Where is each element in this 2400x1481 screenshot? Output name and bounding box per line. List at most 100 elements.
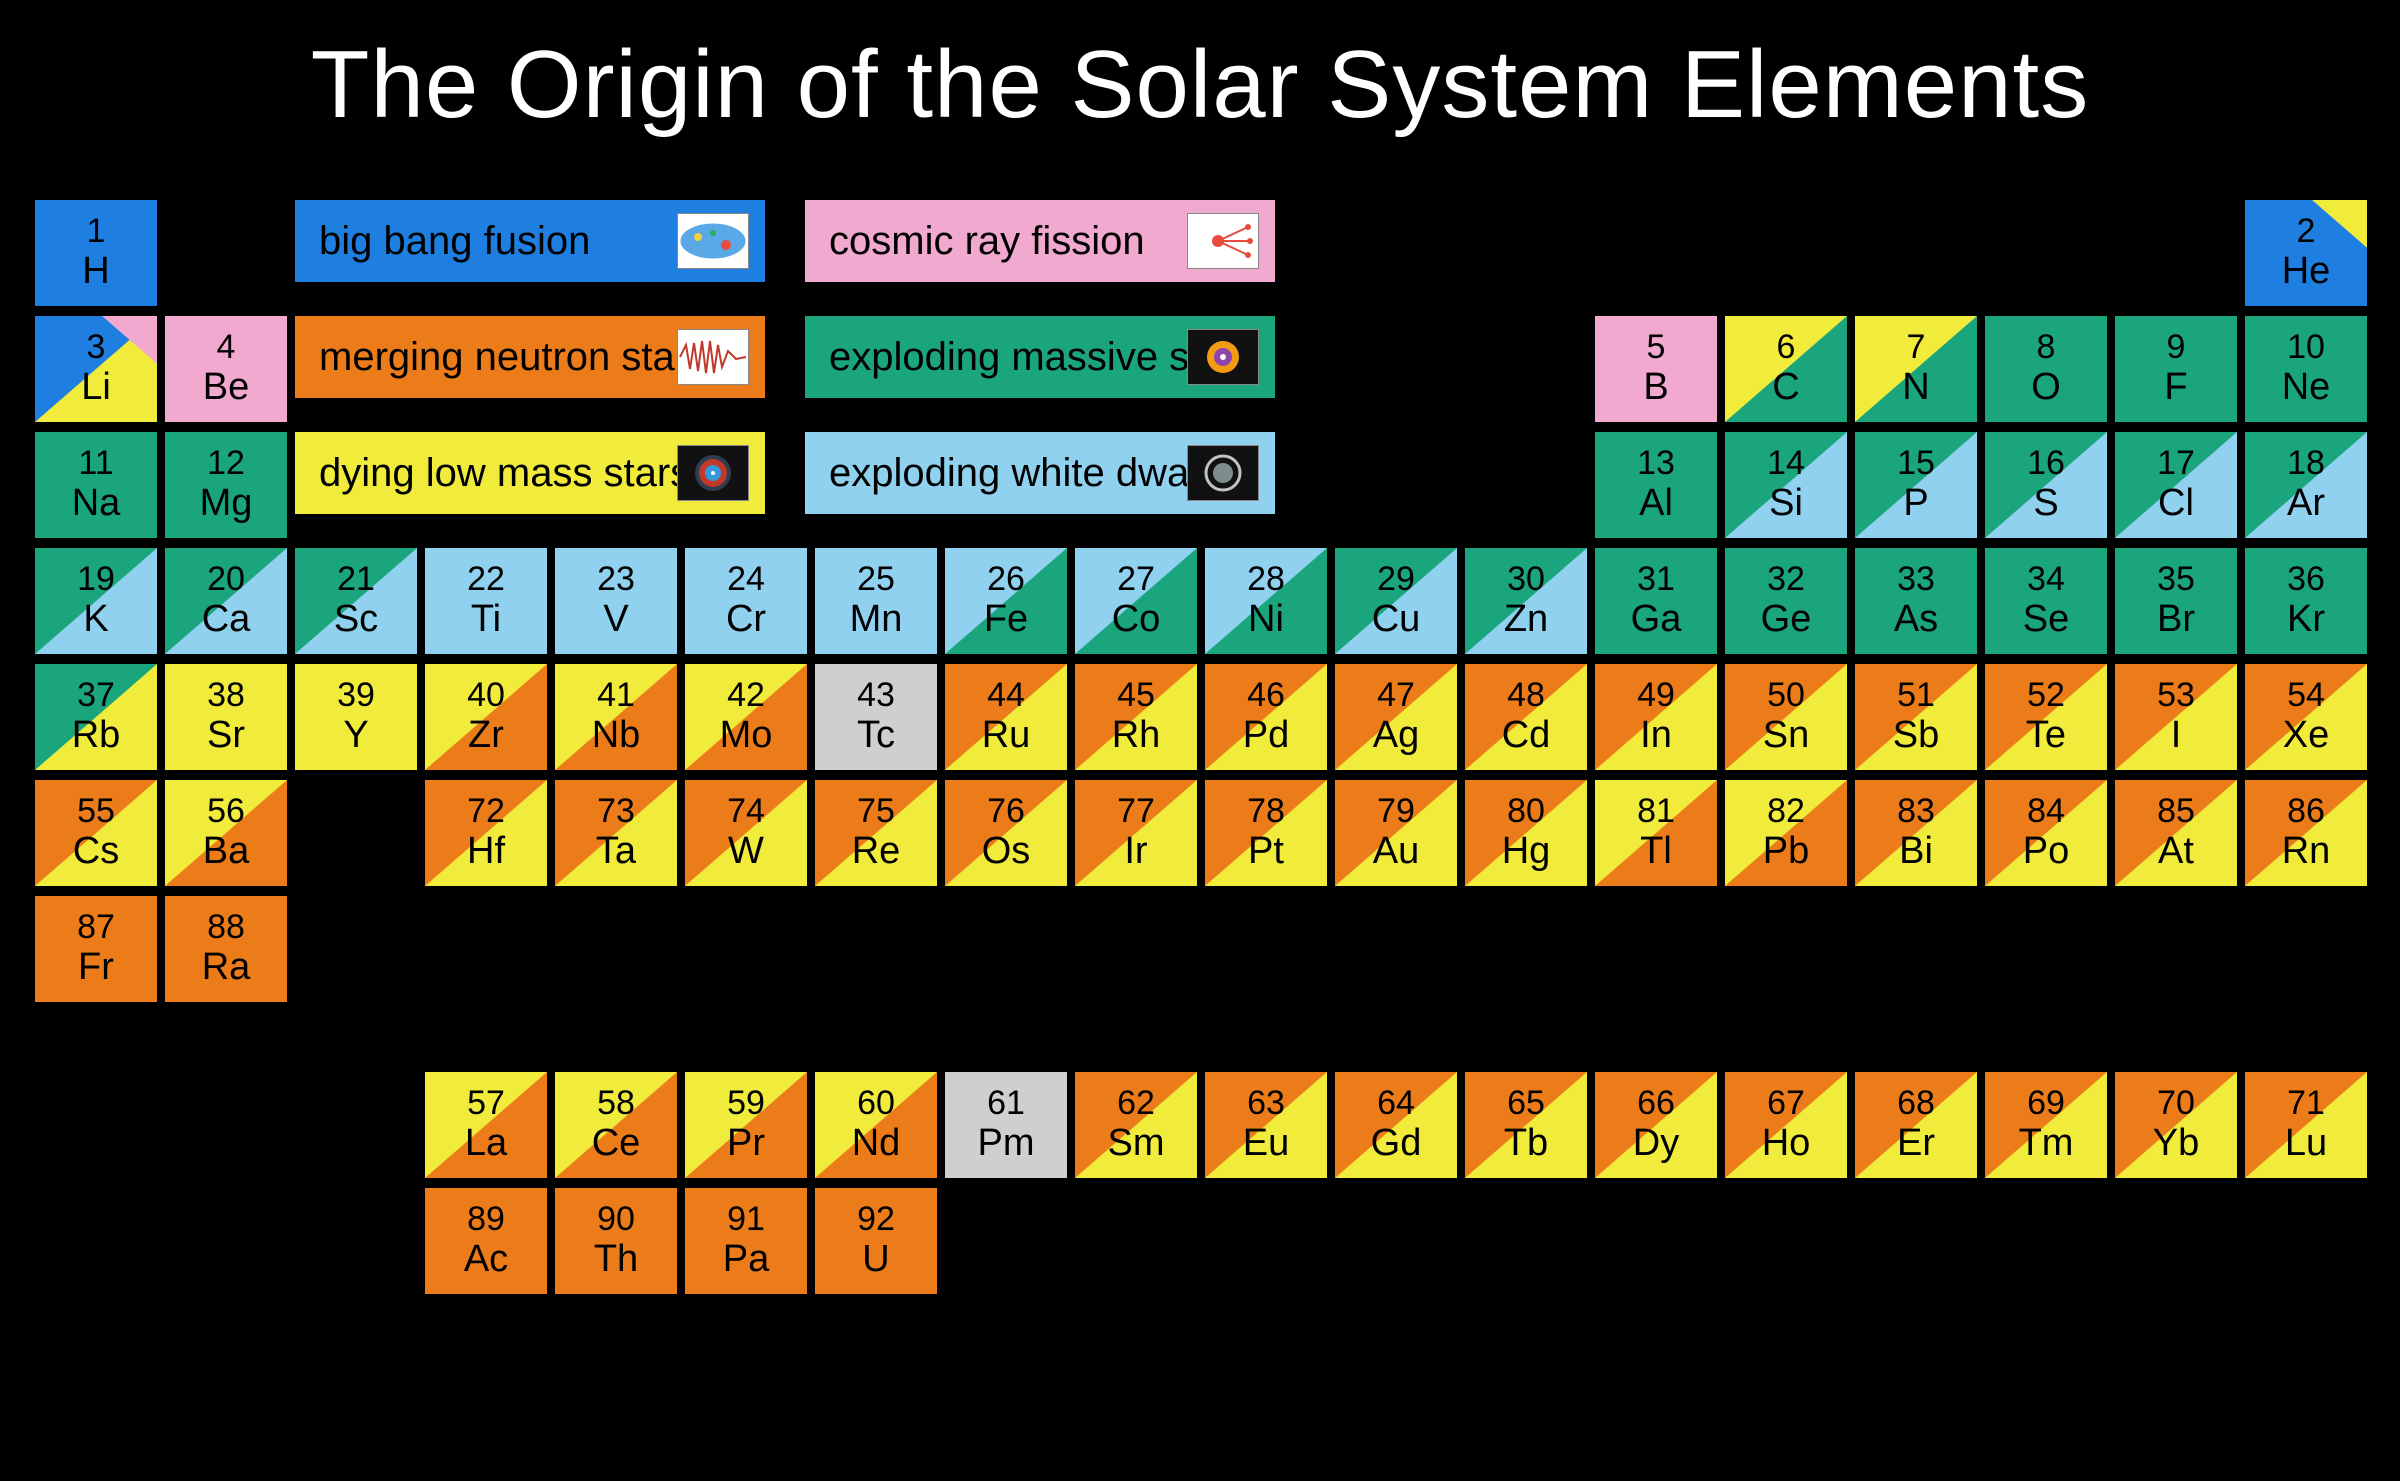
- atomic-number: 73: [596, 793, 636, 830]
- element-Tl: 81Tl: [1595, 780, 1717, 886]
- element-symbol: La: [465, 1123, 507, 1165]
- element-content: 82Pb: [1763, 793, 1809, 872]
- element-symbol: Y: [337, 715, 375, 757]
- element-content: 83Bi: [1897, 793, 1935, 872]
- element-content: 68Er: [1897, 1085, 1935, 1164]
- element-content: 27Co: [1112, 561, 1161, 640]
- legend-neutron_star: merging neutron stars: [295, 316, 765, 398]
- element-symbol: Bi: [1897, 831, 1935, 873]
- cmb-map-icon: [677, 213, 749, 269]
- element-content: 42Mo: [720, 677, 773, 756]
- legend-white_dwarf: exploding white dwarfs: [805, 432, 1275, 514]
- element-symbol: Hf: [467, 831, 505, 873]
- atomic-number: 30: [1504, 561, 1548, 598]
- element-Mn: 25Mn: [815, 548, 937, 654]
- element-symbol: As: [1894, 599, 1938, 641]
- element-Ir: 77Ir: [1075, 780, 1197, 886]
- element-symbol: Rn: [2282, 831, 2331, 873]
- atomic-number: 21: [334, 561, 378, 598]
- element-content: 23V: [597, 561, 635, 640]
- legend-massive_star: exploding massive stars: [805, 316, 1275, 398]
- atomic-number: 57: [465, 1085, 507, 1122]
- element-Pb: 82Pb: [1725, 780, 1847, 886]
- element-symbol: Na: [72, 483, 121, 525]
- element-symbol: Ru: [982, 715, 1031, 757]
- element-K: 19K: [35, 548, 157, 654]
- sn-remnant-icon: [1187, 445, 1259, 501]
- element-symbol: C: [1772, 367, 1799, 409]
- atomic-number: 41: [592, 677, 641, 714]
- element-La: 57La: [425, 1072, 547, 1178]
- element-content: 11Na: [72, 445, 121, 524]
- atomic-number: 31: [1631, 561, 1682, 598]
- element-Dy: 66Dy: [1595, 1072, 1717, 1178]
- element-content: 9F: [2164, 329, 2187, 408]
- element-content: 20Ca: [202, 561, 251, 640]
- gw-chirp-icon: [677, 329, 749, 385]
- atomic-number: 38: [207, 677, 245, 714]
- atomic-number: 50: [1763, 677, 1809, 714]
- atomic-number: 82: [1763, 793, 1809, 830]
- atomic-number: 86: [2282, 793, 2331, 830]
- element-Y: 39Y: [295, 664, 417, 770]
- element-content: 89Ac: [464, 1201, 508, 1280]
- legend-big_bang: big bang fusion: [295, 200, 765, 282]
- element-symbol: Ca: [202, 599, 251, 641]
- element-content: 38Sr: [207, 677, 245, 756]
- atomic-number: 70: [2153, 1085, 2199, 1122]
- element-symbol: Ni: [1247, 599, 1285, 641]
- element-Tc: 43Tc: [815, 664, 937, 770]
- element-content: 21Sc: [334, 561, 378, 640]
- element-Fr: 87Fr: [35, 896, 157, 1002]
- element-Pa: 91Pa: [685, 1188, 807, 1294]
- atomic-number: 15: [1897, 445, 1935, 482]
- atomic-number: 60: [852, 1085, 901, 1122]
- atomic-number: 6: [1772, 329, 1799, 366]
- element-content: 48Cd: [1502, 677, 1551, 756]
- atomic-number: 43: [857, 677, 895, 714]
- element-symbol: Pr: [727, 1123, 765, 1165]
- element-H: 1H: [35, 200, 157, 306]
- element-content: 57La: [465, 1085, 507, 1164]
- atomic-number: 67: [1762, 1085, 1811, 1122]
- element-content: 84Po: [2023, 793, 2069, 872]
- spallation-icon: [1187, 213, 1259, 269]
- element-symbol: Ar: [2287, 483, 2325, 525]
- element-Fe: 26Fe: [945, 548, 1067, 654]
- atomic-number: 75: [852, 793, 901, 830]
- atomic-number: 19: [77, 561, 115, 598]
- element-content: 10Ne: [2282, 329, 2331, 408]
- element-Xe: 54Xe: [2245, 664, 2367, 770]
- element-content: 66Dy: [1633, 1085, 1679, 1164]
- element-Nb: 41Nb: [555, 664, 677, 770]
- element-Cs: 55Cs: [35, 780, 157, 886]
- element-Lu: 71Lu: [2245, 1072, 2367, 1178]
- atomic-number: 33: [1894, 561, 1938, 598]
- element-Mg: 12Mg: [165, 432, 287, 538]
- atomic-number: 45: [1112, 677, 1161, 714]
- element-content: 33As: [1894, 561, 1938, 640]
- legend-label: cosmic ray fission: [829, 219, 1145, 264]
- element-content: 79Au: [1373, 793, 1419, 872]
- element-symbol: Os: [982, 831, 1031, 873]
- legend-label: merging neutron stars: [319, 335, 708, 380]
- element-content: 72Hf: [467, 793, 505, 872]
- element-Po: 84Po: [1985, 780, 2107, 886]
- element-content: 15P: [1897, 445, 1935, 524]
- element-content: 75Re: [852, 793, 901, 872]
- element-symbol: Si: [1767, 483, 1805, 525]
- element-symbol: Mn: [850, 599, 903, 641]
- atomic-number: 87: [77, 909, 115, 946]
- atomic-number: 85: [2157, 793, 2195, 830]
- element-symbol: W: [727, 831, 765, 873]
- element-Os: 76Os: [945, 780, 1067, 886]
- element-content: 16S: [2027, 445, 2065, 524]
- element-symbol: Cs: [73, 831, 119, 873]
- element-symbol: Ac: [464, 1239, 508, 1281]
- element-content: 45Rh: [1112, 677, 1161, 756]
- element-Ar: 18Ar: [2245, 432, 2367, 538]
- atomic-number: 84: [2023, 793, 2069, 830]
- element-content: 53I: [2157, 677, 2195, 756]
- element-content: 1H: [82, 213, 109, 292]
- element-Ra: 88Ra: [165, 896, 287, 1002]
